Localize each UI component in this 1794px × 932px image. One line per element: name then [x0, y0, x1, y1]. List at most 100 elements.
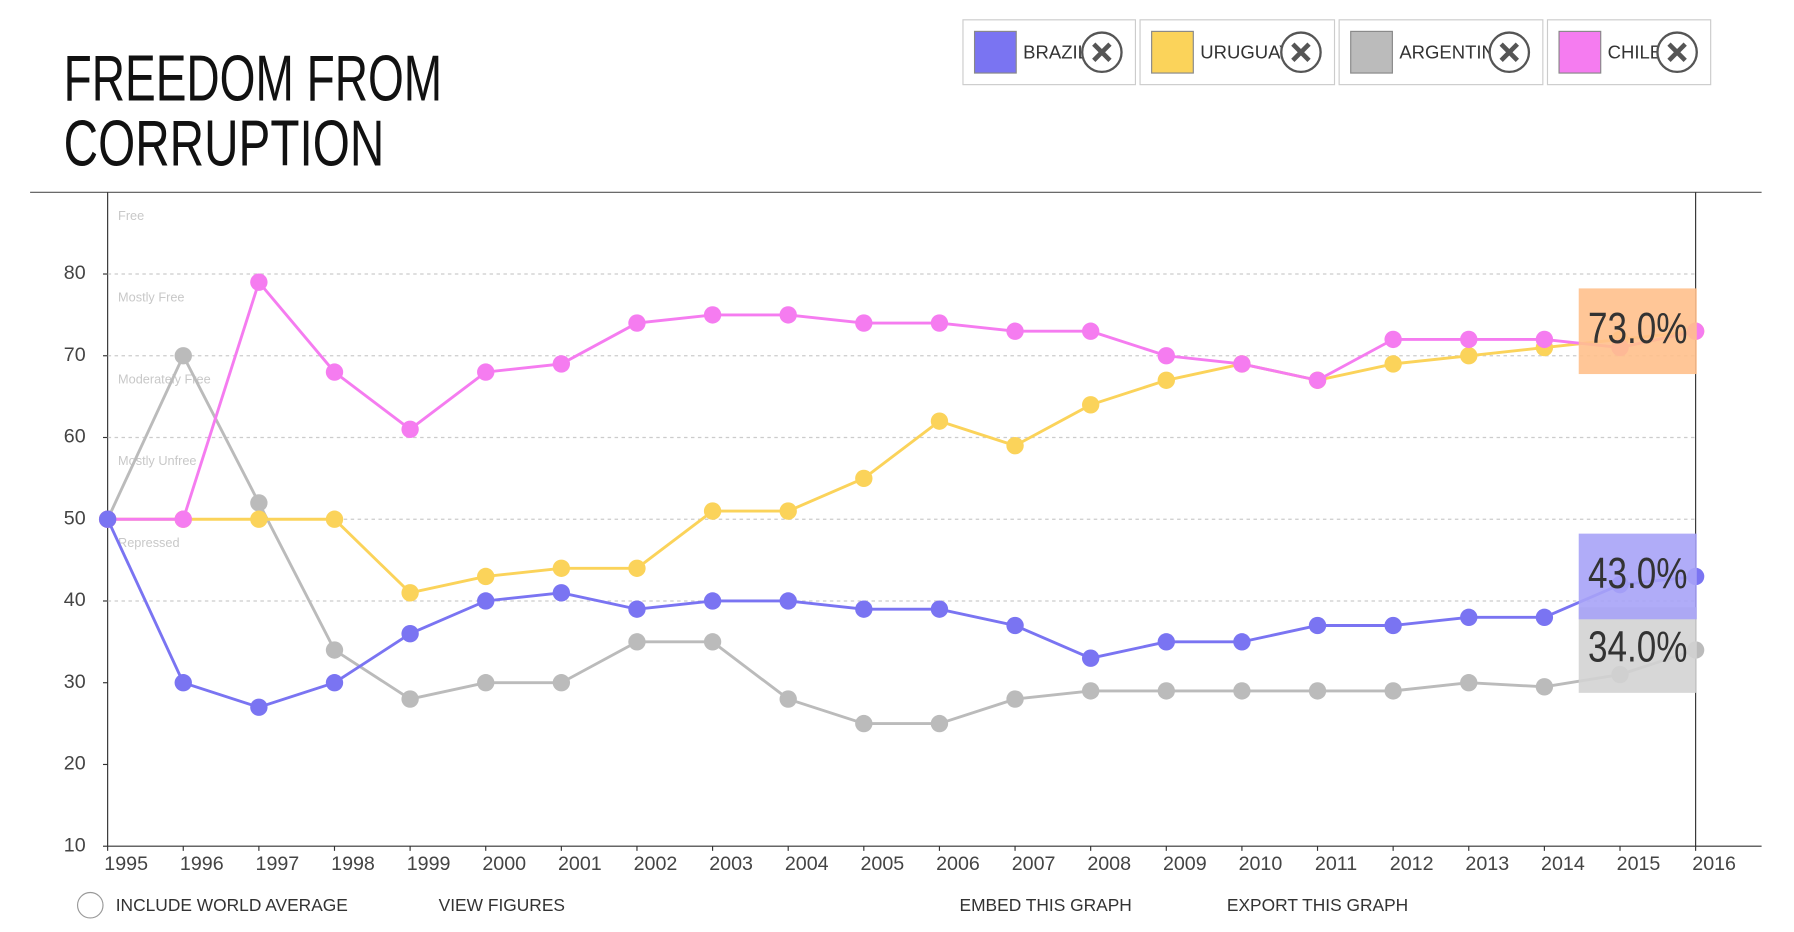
data-point	[1081, 322, 1100, 340]
data-point	[477, 567, 495, 586]
y-tick-label: 80	[64, 262, 86, 284]
data-point	[552, 355, 571, 373]
data-point	[1006, 690, 1024, 708]
data-point	[628, 600, 646, 618]
data-point	[628, 314, 646, 332]
data-point	[703, 306, 722, 324]
data-point	[552, 559, 571, 577]
data-point	[1233, 682, 1251, 700]
data-point	[930, 314, 949, 332]
value-label-box	[1578, 607, 1697, 693]
footer-link[interactable]: VIEW FIGURES	[439, 895, 565, 915]
data-point	[1308, 682, 1327, 700]
data-point	[98, 510, 117, 528]
legend-label: ARGENTINA	[1399, 41, 1508, 62]
x-tick-label: 2011	[1315, 853, 1357, 875]
footer-link[interactable]: INCLUDE WORLD AVERAGE	[116, 895, 348, 915]
x-tick-label: 2008	[1087, 853, 1131, 875]
data-point	[477, 674, 495, 692]
value-label: 43.0%	[1588, 549, 1688, 598]
x-tick-label: 2003	[709, 853, 753, 875]
data-point	[1308, 371, 1327, 389]
zone-label: Repressed	[118, 535, 180, 550]
data-point	[250, 273, 268, 291]
data-point	[1384, 616, 1402, 635]
data-point	[1081, 682, 1100, 700]
data-point	[855, 600, 873, 618]
series-line	[107, 279, 1696, 521]
data-point	[779, 502, 797, 520]
data-point	[401, 690, 419, 708]
x-tick-label: 2009	[1163, 853, 1207, 875]
data-point	[250, 494, 268, 512]
data-point	[552, 674, 571, 692]
data-point	[1233, 633, 1251, 651]
x-tick-label: 2002	[634, 853, 678, 875]
legend-remove-x	[1667, 42, 1687, 62]
value-label: 34.0%	[1588, 623, 1688, 672]
y-tick-label: 20	[64, 753, 86, 775]
x-tick-label: 2006	[936, 853, 980, 875]
data-point	[325, 641, 344, 659]
legend-label: CHILE	[1608, 41, 1663, 62]
legend-swatch	[1558, 30, 1602, 74]
data-point	[703, 592, 722, 610]
data-point	[1535, 608, 1554, 627]
data-point	[1233, 355, 1251, 373]
data-point	[1460, 347, 1478, 365]
data-point	[1006, 322, 1024, 340]
zone-label: Free	[118, 208, 144, 223]
data-point	[1535, 330, 1554, 349]
x-tick-label: 2015	[1617, 853, 1661, 875]
data-point	[401, 420, 419, 439]
x-tick-label: 2001	[558, 853, 602, 875]
data-point	[401, 584, 419, 602]
y-tick-label: 60	[64, 426, 86, 448]
data-point	[325, 363, 344, 381]
footer-link[interactable]: EXPORT THIS GRAPH	[1227, 895, 1408, 915]
zone-label: Moderately Free	[118, 371, 211, 386]
series-line	[107, 329, 1696, 595]
data-point	[325, 510, 344, 528]
data-point	[325, 674, 344, 692]
data-point	[174, 347, 192, 365]
legend-remove-x	[1291, 42, 1311, 62]
data-point	[477, 363, 495, 381]
legend-label: BRAZIL	[1023, 41, 1088, 62]
data-point	[855, 469, 873, 488]
x-tick-label: 2012	[1390, 853, 1434, 875]
legend-remove-x	[1499, 42, 1520, 62]
x-tick-label: 1996	[180, 853, 224, 875]
y-tick-label: 40	[64, 589, 86, 611]
data-point	[1081, 396, 1100, 414]
data-point	[930, 714, 949, 733]
chart-title: FREEDOM FROM	[64, 42, 442, 115]
value-label-box	[1578, 533, 1697, 620]
data-point	[1006, 616, 1024, 635]
zone-label: Mostly Free	[118, 290, 184, 305]
data-point	[1460, 608, 1478, 627]
world-average-toggle[interactable]	[76, 891, 104, 919]
data-point	[250, 698, 268, 716]
data-point	[779, 690, 797, 708]
data-point	[1308, 616, 1327, 635]
legend-label: URUGUAY	[1200, 41, 1291, 62]
x-tick-label: 1998	[331, 853, 375, 875]
data-point	[174, 674, 192, 692]
x-tick-label: 1999	[407, 853, 451, 875]
x-tick-label: 2000	[482, 853, 526, 875]
y-tick-label: 10	[64, 834, 86, 856]
data-point	[1006, 436, 1024, 455]
data-point	[1535, 678, 1554, 696]
series-line	[106, 518, 1696, 709]
footer-link[interactable]: EMBED THIS GRAPH	[960, 895, 1132, 915]
data-point	[930, 412, 949, 430]
data-point	[1460, 330, 1478, 349]
data-point	[703, 502, 722, 520]
data-point	[1157, 371, 1175, 389]
data-point	[855, 314, 873, 332]
data-point	[855, 714, 873, 733]
data-point	[401, 625, 419, 643]
data-point	[1081, 649, 1100, 667]
